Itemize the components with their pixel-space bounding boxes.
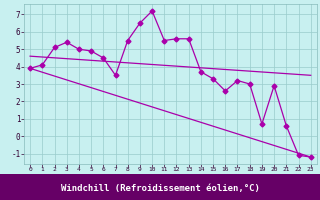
Text: Windchill (Refroidissement éolien,°C): Windchill (Refroidissement éolien,°C) bbox=[60, 184, 260, 193]
